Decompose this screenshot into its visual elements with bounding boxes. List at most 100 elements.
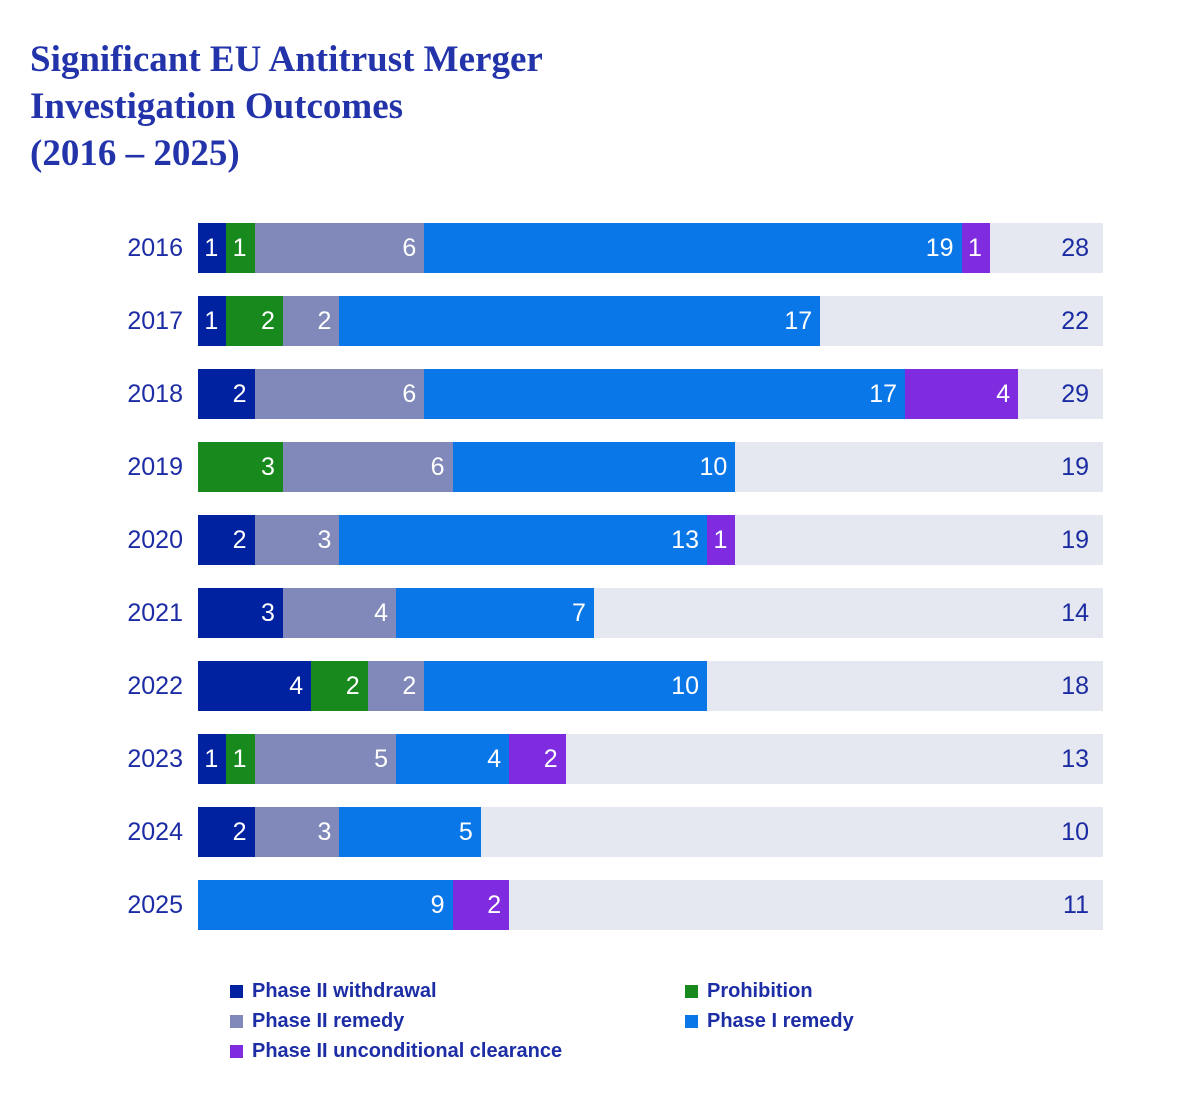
bar-track: 4 2 2 10 18 (198, 661, 1103, 711)
bar-segment: 4 (282, 588, 396, 638)
legend-column-left: Phase II withdrawal Phase II remedy Phase … (230, 976, 685, 1066)
year-label: 2020 (127, 526, 183, 554)
bar-segment: 3 (254, 807, 340, 857)
legend-item: Prohibition (685, 976, 854, 1006)
chart-row-2022: 2022 4 2 2 10 18 (0, 661, 1200, 711)
bar-track: 2 3 5 10 (198, 807, 1103, 857)
bar-track: 1 1 5 4 2 13 (198, 734, 1103, 784)
bar-segment: 2 (226, 296, 283, 346)
bar-segment: 17 (339, 296, 821, 346)
chart-row-2020: 2020 2 3 13 1 19 (0, 515, 1200, 565)
bar-segment: 6 (282, 442, 453, 492)
chart-row-2021: 2021 3 4 7 14 (0, 588, 1200, 638)
legend-swatch-icon (685, 984, 698, 998)
bar-track: 3 4 7 14 (198, 588, 1103, 638)
bar-track: 9 2 11 (198, 880, 1103, 930)
bar-track: 2 3 13 1 19 (198, 515, 1103, 565)
total-label: 29 (1061, 380, 1089, 408)
total-label: 18 (1061, 672, 1089, 700)
legend-label: Phase II withdrawal (252, 979, 437, 1002)
stacked-bar-chart: 2016 1 1 6 19 1 28 2017 1 2 2 17 22 2018 2 6 17 4 29 2019 3 6… (0, 223, 1200, 953)
year-label: 2019 (127, 453, 183, 481)
chart-row-2025: 2025 9 2 11 (0, 880, 1200, 930)
total-label: 11 (1063, 891, 1089, 919)
bar-segment: 6 (254, 369, 425, 419)
bar-segment: 1 (707, 515, 736, 565)
bar-segment: 5 (254, 734, 396, 784)
legend-item: Phase II remedy (230, 1006, 685, 1036)
chart-title-line-3: (2016 – 2025) (30, 133, 240, 174)
legend-label: Phase II unconditional clearance (252, 1039, 563, 1062)
bar-segment: 2 (198, 807, 255, 857)
chart-row-2024: 2024 2 3 5 10 (0, 807, 1200, 857)
year-label: 2016 (127, 234, 183, 262)
bar-segment: 2 (198, 369, 255, 419)
bar-segment: 3 (198, 442, 283, 492)
bar-segment: 1 (961, 223, 990, 273)
total-label: 19 (1061, 526, 1089, 554)
bar-segment: 1 (198, 734, 227, 784)
legend-swatch-icon (230, 984, 243, 998)
chart-title-line-2: Investigation Outcomes (30, 86, 404, 127)
bar-segment: 7 (395, 588, 594, 638)
year-label: 2018 (127, 380, 183, 408)
total-label: 10 (1061, 818, 1089, 846)
legend-label: Prohibition (707, 979, 813, 1002)
year-label: 2021 (127, 599, 183, 627)
year-label: 2017 (127, 307, 183, 335)
legend-column-right: Prohibition Phase I remedy (685, 976, 854, 1066)
total-label: 22 (1061, 307, 1089, 335)
bar-segment: 9 (198, 880, 453, 930)
total-label: 14 (1061, 599, 1089, 627)
bar-segment: 2 (311, 661, 368, 711)
bar-segment: 3 (198, 588, 283, 638)
chart-row-2023: 2023 1 1 5 4 2 13 (0, 734, 1200, 784)
legend-item: Phase II unconditional clearance (230, 1036, 685, 1066)
bar-segment: 3 (254, 515, 340, 565)
year-label: 2024 (127, 818, 183, 846)
bar-track: 2 6 17 4 29 (198, 369, 1103, 419)
bar-segment: 2 (198, 515, 255, 565)
year-label: 2023 (127, 745, 183, 773)
total-label: 19 (1061, 453, 1089, 481)
bar-segment: 2 (509, 734, 566, 784)
legend-swatch-icon (685, 1014, 698, 1028)
legend-swatch-icon (230, 1044, 243, 1058)
bar-track: 3 6 10 19 (198, 442, 1103, 492)
bar-segment: 4 (198, 661, 312, 711)
bar-segment: 1 (198, 296, 227, 346)
chart-row-2018: 2018 2 6 17 4 29 (0, 369, 1200, 419)
bar-segment: 13 (339, 515, 708, 565)
total-label: 13 (1061, 745, 1089, 773)
bar-segment: 17 (424, 369, 906, 419)
chart-title: Significant EU Antitrust Merger Investig… (30, 36, 543, 177)
legend-item: Phase II withdrawal (230, 976, 685, 1006)
year-label: 2025 (127, 891, 183, 919)
bar-segment: 2 (367, 661, 425, 711)
bar-segment: 1 (226, 734, 255, 784)
bar-segment: 2 (282, 296, 340, 346)
legend: Phase II withdrawal Phase II remedy Phase … (230, 976, 854, 1066)
chart-title-line-1: Significant EU Antitrust Merger (30, 39, 543, 80)
chart-row-2019: 2019 3 6 10 19 (0, 442, 1200, 492)
legend-label: Phase II remedy (252, 1009, 405, 1032)
bar-track: 1 1 6 19 1 28 (198, 223, 1103, 273)
chart-row-2016: 2016 1 1 6 19 1 28 (0, 223, 1200, 273)
legend-swatch-icon (230, 1014, 243, 1028)
total-label: 28 (1061, 234, 1089, 262)
bar-segment: 1 (226, 223, 255, 273)
chart-row-2017: 2017 1 2 2 17 22 (0, 296, 1200, 346)
bar-track: 1 2 2 17 22 (198, 296, 1103, 346)
year-label: 2022 (127, 672, 183, 700)
bar-segment: 4 (395, 734, 510, 784)
bar-segment: 10 (452, 442, 736, 492)
bar-segment: 10 (424, 661, 708, 711)
bar-segment: 2 (452, 880, 510, 930)
legend-label: Phase I remedy (707, 1009, 854, 1032)
bar-segment: 19 (424, 223, 962, 273)
legend-item: Phase I remedy (685, 1006, 854, 1036)
bar-segment: 1 (198, 223, 227, 273)
bar-segment: 5 (339, 807, 481, 857)
bar-segment: 4 (905, 369, 1019, 419)
